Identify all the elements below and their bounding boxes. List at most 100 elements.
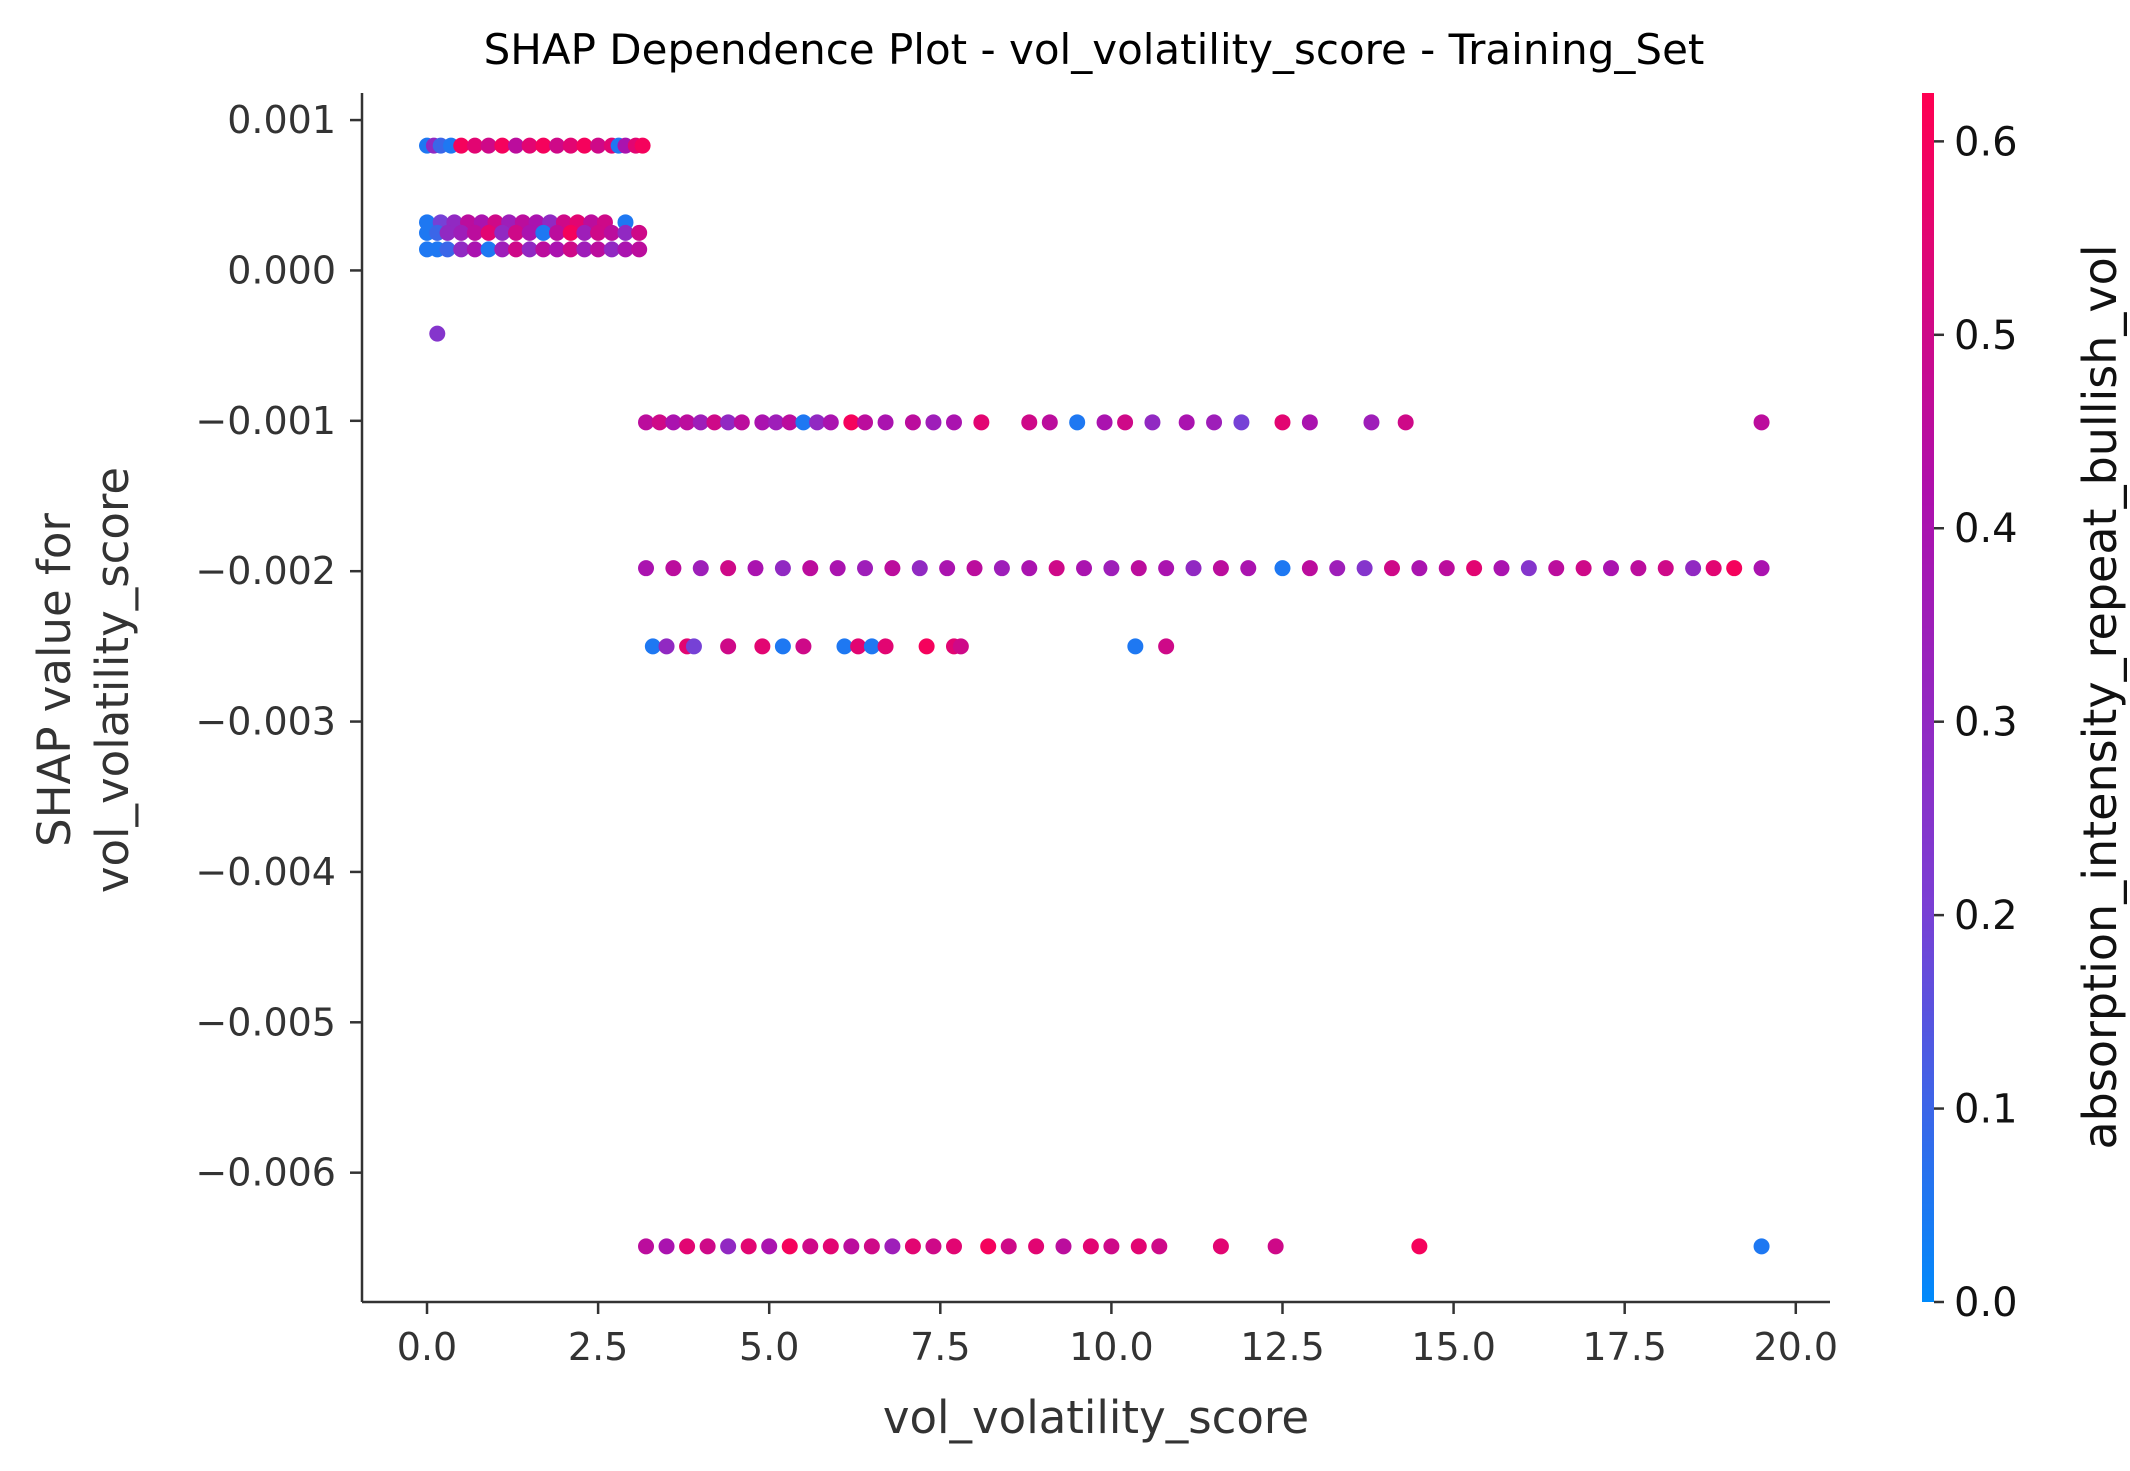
data-point	[1048, 560, 1065, 577]
data-point	[1685, 560, 1702, 577]
data-point	[720, 414, 737, 431]
data-point	[480, 137, 497, 154]
data-point	[1753, 1238, 1770, 1255]
data-point	[720, 560, 737, 577]
data-point	[699, 1238, 716, 1255]
data-point	[631, 224, 648, 241]
data-point	[1158, 560, 1175, 577]
data-point	[1267, 1238, 1284, 1255]
data-point	[1021, 560, 1038, 577]
data-point	[1363, 414, 1380, 431]
data-point	[1356, 560, 1373, 577]
data-point	[1103, 560, 1120, 577]
data-point	[857, 414, 874, 431]
data-point	[1127, 638, 1144, 655]
data-point	[466, 137, 483, 154]
colorbar-tick-label: 0.1	[1954, 1087, 2018, 1133]
data-point	[829, 560, 846, 577]
colorbar-tick-label: 0.0	[1954, 1280, 2018, 1326]
data-point	[634, 137, 651, 154]
colorbar-tick-label: 0.2	[1954, 893, 2018, 939]
data-point	[1329, 560, 1346, 577]
data-point	[521, 241, 538, 258]
y-axis-label-line-1: SHAP value for	[28, 513, 81, 847]
data-point	[904, 1238, 921, 1255]
data-point	[1520, 560, 1537, 577]
data-point	[535, 137, 552, 154]
data-point	[1411, 1238, 1428, 1255]
data-point	[1055, 1238, 1072, 1255]
colorbar-tick-label: 0.4	[1954, 506, 2018, 552]
x-tick-label: 0.0	[397, 1325, 457, 1369]
data-point	[973, 414, 990, 431]
data-point	[754, 638, 771, 655]
data-point	[453, 241, 470, 258]
y-axis-label-2: vol_volatility_score	[86, 467, 139, 893]
x-axis-label: vol_volatility_score	[883, 1391, 1309, 1444]
data-point	[638, 560, 655, 577]
data-point	[843, 1238, 860, 1255]
y-ticks: 0.001 0.000 −0.001 −0.002 −0.003 −0.004 −0.005…	[195, 98, 362, 1195]
data-point	[774, 638, 791, 655]
data-point	[576, 241, 593, 258]
data-point	[494, 241, 511, 258]
axes	[360, 93, 1830, 1304]
data-point	[1274, 560, 1291, 577]
data-point	[1185, 560, 1202, 577]
y-tick-label: −0.002	[195, 549, 336, 593]
data-point	[507, 224, 524, 241]
data-point	[535, 241, 552, 258]
x-tick-label: 15.0	[1411, 1325, 1496, 1369]
data-point	[603, 224, 620, 241]
colorbar-ticks: 0.0 0.1 0.2 0.3 0.4 0.5 0.6	[1934, 119, 2018, 1326]
data-point	[1130, 1238, 1147, 1255]
data-point	[884, 560, 901, 577]
y-tick-label: 0.001	[227, 98, 336, 142]
data-point	[679, 1238, 696, 1255]
data-point	[494, 137, 511, 154]
data-point	[1158, 638, 1175, 655]
data-point	[836, 638, 853, 655]
data-point	[925, 1238, 942, 1255]
data-point	[1493, 560, 1510, 577]
data-point	[658, 1238, 675, 1255]
data-point	[993, 560, 1010, 577]
data-point	[562, 224, 579, 241]
data-point	[843, 414, 860, 431]
colorbar-label: absorption_intensity_repeat_bullish_vol	[2073, 244, 2127, 1149]
data-point	[692, 414, 709, 431]
data-point	[466, 241, 483, 258]
colorbar-tick-label: 0.3	[1954, 700, 2018, 746]
y-tick-label: −0.006	[195, 1151, 336, 1195]
data-point	[754, 414, 771, 431]
data-point	[706, 414, 723, 431]
data-point	[945, 414, 962, 431]
data-point	[747, 560, 764, 577]
data-point	[980, 1238, 997, 1255]
data-point	[576, 224, 593, 241]
y-tick-label: −0.003	[195, 700, 336, 744]
data-point	[453, 224, 470, 241]
y-tick-label: −0.001	[195, 399, 336, 443]
data-point	[877, 414, 894, 431]
data-point	[1602, 560, 1619, 577]
data-point	[1069, 414, 1086, 431]
data-point	[850, 638, 867, 655]
data-point	[521, 224, 538, 241]
data-point	[685, 638, 702, 655]
x-tick-label: 10.0	[1069, 1325, 1154, 1369]
data-point	[453, 137, 470, 154]
data-point	[918, 638, 935, 655]
data-point	[1206, 414, 1223, 431]
data-point	[939, 560, 956, 577]
data-point	[802, 1238, 819, 1255]
data-point	[1021, 414, 1038, 431]
data-point	[720, 638, 737, 655]
data-point	[863, 638, 880, 655]
y-axis-label: SHAP value for	[28, 513, 81, 847]
data-point	[740, 1238, 757, 1255]
data-point	[617, 224, 634, 241]
data-point	[1212, 560, 1229, 577]
data-point	[781, 1238, 798, 1255]
x-tick-label: 7.5	[910, 1325, 970, 1369]
